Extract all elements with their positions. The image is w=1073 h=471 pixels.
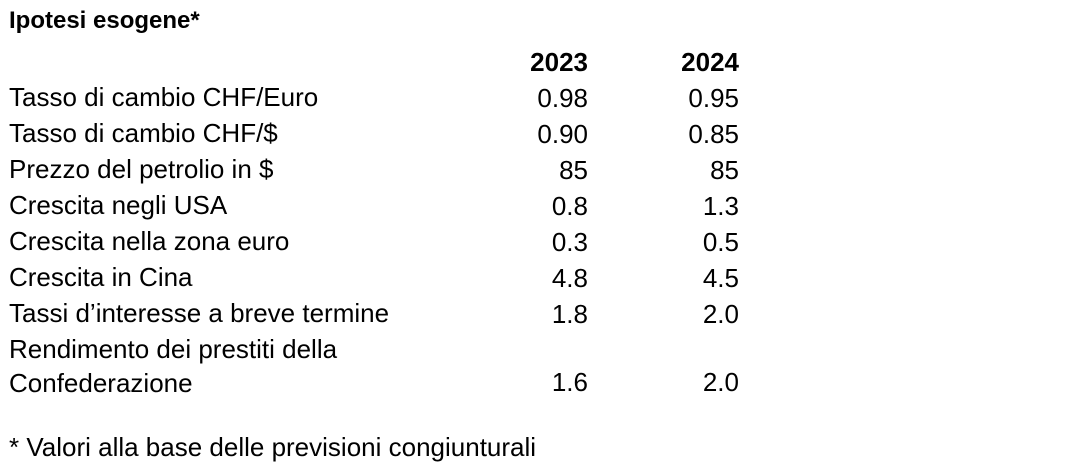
table-header-row: 2023 2024 [9,44,749,80]
table-title: Ipotesi esogene* [9,7,200,34]
value-2024: 0.85 [688,119,739,149]
column-header-2023: 2023 [530,47,588,77]
row-label: Crescita negli USA [9,190,228,220]
row-label: Crescita in Cina [9,262,193,292]
row-label: Tassi d’interesse a breve termine [9,298,390,328]
row-label: Rendimento dei prestiti della Confederaz… [9,334,338,398]
table-row: Crescita negli USA 0.8 1.3 [9,188,749,224]
value-2023: 1.8 [551,299,588,329]
table-row: Rendimento dei prestiti della Confederaz… [9,332,749,400]
value-2023: 0.98 [537,83,588,113]
table-row: Tasso di cambio CHF/Euro 0.98 0.95 [9,80,749,116]
table-row: Tassi d’interesse a breve termine 1.8 2.… [9,296,749,332]
value-2024: 1.3 [702,191,739,221]
table-row: Tasso di cambio CHF/$ 0.90 0.85 [9,116,749,152]
row-label: Tasso di cambio CHF/$ [9,118,278,148]
footnote: * Valori alla base delle previsioni cong… [9,432,537,462]
value-2023: 85 [559,155,588,185]
table-row: Prezzo del petrolio in $ 85 85 [9,152,749,188]
row-label: Tasso di cambio CHF/Euro [9,82,319,112]
value-2023: 0.8 [551,191,588,221]
table-row: Crescita in Cina 4.8 4.5 [9,260,749,296]
value-2023: 4.8 [551,263,588,293]
row-label: Prezzo del petrolio in $ [9,154,274,184]
value-2023: 0.90 [537,119,588,149]
value-2023: 0.3 [551,227,588,257]
value-2024: 2.0 [702,299,739,329]
value-2024: 85 [710,155,739,185]
value-2024: 2.0 [702,367,739,397]
exogenous-assumptions-table: 2023 2024 Tasso di cambio CHF/Euro 0.98 … [9,44,749,400]
column-header-2024: 2024 [681,47,739,77]
table-row: Crescita nella zona euro 0.3 0.5 [9,224,749,260]
value-2024: 4.5 [702,263,739,293]
value-2024: 0.95 [688,83,739,113]
row-label: Crescita nella zona euro [9,226,290,256]
value-2024: 0.5 [702,227,739,257]
value-2023: 1.6 [551,367,588,397]
